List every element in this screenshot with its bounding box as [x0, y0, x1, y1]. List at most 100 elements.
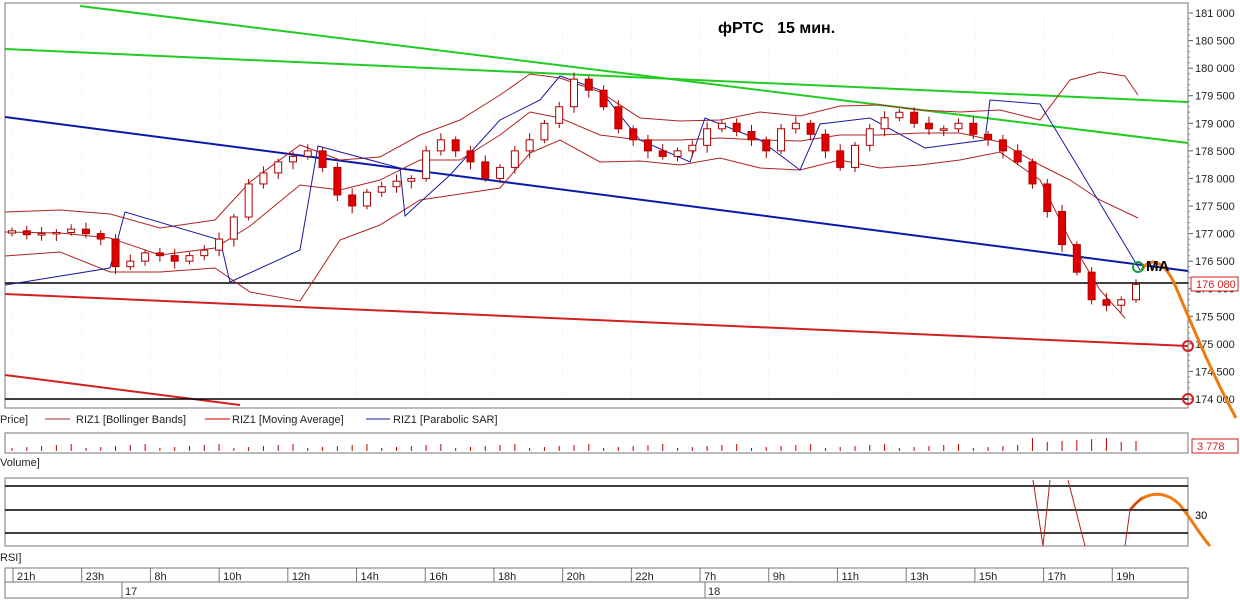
price-tick-label: 180 000	[1195, 63, 1235, 75]
candle-body-up	[422, 150, 431, 179]
candle-body-down	[155, 252, 164, 257]
candle-body-down	[658, 150, 667, 157]
candle	[703, 122, 712, 153]
candle-body-down	[481, 161, 490, 179]
trend-lines	[4, 5, 1189, 406]
bollinger-upper	[4, 71, 1139, 229]
time-tick-label: 20h	[567, 571, 585, 583]
candle	[584, 75, 593, 98]
candle-body-up	[880, 117, 889, 130]
candle-body-down	[170, 255, 179, 262]
ma-marker-icon	[1132, 261, 1144, 273]
candle-body-up	[1132, 283, 1140, 301]
candle-body-up	[289, 155, 297, 163]
time-tick-label: 13h	[910, 571, 928, 583]
candle-body-up	[200, 249, 209, 257]
time-tick-label: 7h	[704, 571, 716, 583]
candle	[1117, 296, 1126, 313]
candle-body-down	[984, 133, 993, 141]
time-tick-label: 10h	[223, 571, 241, 583]
candle	[67, 224, 76, 236]
candle-body-down	[806, 122, 815, 135]
candle	[8, 227, 16, 237]
candle	[1132, 279, 1140, 304]
rsi-panel	[4, 477, 1189, 547]
candle-body-up	[1117, 299, 1126, 306]
forecast-price-arrow	[1140, 260, 1238, 419]
candle	[1072, 241, 1081, 276]
candle	[303, 144, 312, 160]
candle	[525, 133, 534, 159]
candle-body-down	[836, 150, 845, 168]
candle	[377, 181, 386, 197]
candle	[510, 145, 519, 174]
volume-bars	[11, 438, 1137, 451]
level-174000-marker-icon	[1182, 393, 1194, 405]
candle	[643, 134, 652, 159]
candle-body-up	[362, 191, 371, 207]
candle	[333, 162, 342, 202]
candle	[998, 134, 1007, 159]
candle-body-up	[215, 238, 224, 251]
candle	[422, 145, 431, 182]
candle-body-down	[1028, 161, 1037, 185]
candle-body-up	[303, 150, 312, 157]
candle-body-down	[1043, 183, 1052, 213]
candle	[555, 101, 564, 128]
time-tick-label: 14h	[361, 571, 379, 583]
rsi-line	[1032, 479, 1143, 547]
candle	[924, 116, 933, 135]
candle-body-up	[954, 122, 963, 130]
candle-body-down	[1058, 211, 1067, 246]
candle	[318, 147, 327, 173]
candle	[791, 116, 800, 134]
candle	[229, 213, 238, 247]
candle	[436, 133, 445, 156]
candle-body-up	[126, 260, 135, 268]
candle-body-down	[1087, 271, 1096, 301]
candle	[81, 222, 90, 239]
time-tick-label: 23h	[86, 571, 104, 583]
green-trend-line-upper	[79, 5, 1189, 144]
candle-body-down	[348, 194, 357, 207]
time-tick-label: 17h	[1048, 571, 1066, 583]
price-tick-label: 177 000	[1195, 229, 1235, 241]
candle-body-up	[377, 186, 386, 193]
candle	[540, 119, 549, 144]
candle	[37, 226, 46, 241]
candle	[348, 188, 357, 214]
time-axis-labels: 21h 23h 8h 10h 12h 14h 16h 18h 20h 22h 7h 9h 11h 13h 1…	[12, 568, 1135, 598]
candle	[836, 144, 845, 171]
candle-body-up	[510, 150, 519, 168]
price-tick-label: 177 500	[1195, 201, 1235, 213]
moving-average-line	[4, 111, 1139, 256]
candle	[1013, 144, 1022, 166]
price-tick-label: 175 500	[1195, 311, 1235, 323]
candle	[1102, 293, 1111, 312]
date-tick-label: 18	[708, 586, 720, 598]
volume-last-box	[1191, 438, 1239, 454]
candle	[777, 123, 786, 155]
candle	[599, 85, 608, 111]
candle-body-down	[466, 150, 475, 163]
candle-body-down	[451, 139, 460, 152]
rsi-level-label: 30	[1195, 510, 1207, 522]
candle	[614, 100, 623, 134]
candle-body-up	[8, 230, 16, 234]
candle	[200, 245, 209, 261]
candle	[954, 118, 963, 133]
time-tick-label: 18h	[498, 571, 516, 583]
candle	[155, 247, 164, 262]
candle-body-up	[436, 139, 445, 152]
price-tick-label: 179 500	[1195, 91, 1235, 103]
candle-body-down	[333, 166, 342, 196]
price-tick-label: 180 500	[1195, 36, 1235, 48]
candle-body-up	[185, 255, 194, 262]
candle-body-up	[141, 252, 150, 262]
candle	[865, 123, 874, 152]
candle	[939, 125, 948, 137]
parabolic-sar-line	[4, 75, 1141, 286]
volume-last-label: 3 778	[1197, 441, 1225, 453]
date-axis	[4, 581, 1189, 599]
